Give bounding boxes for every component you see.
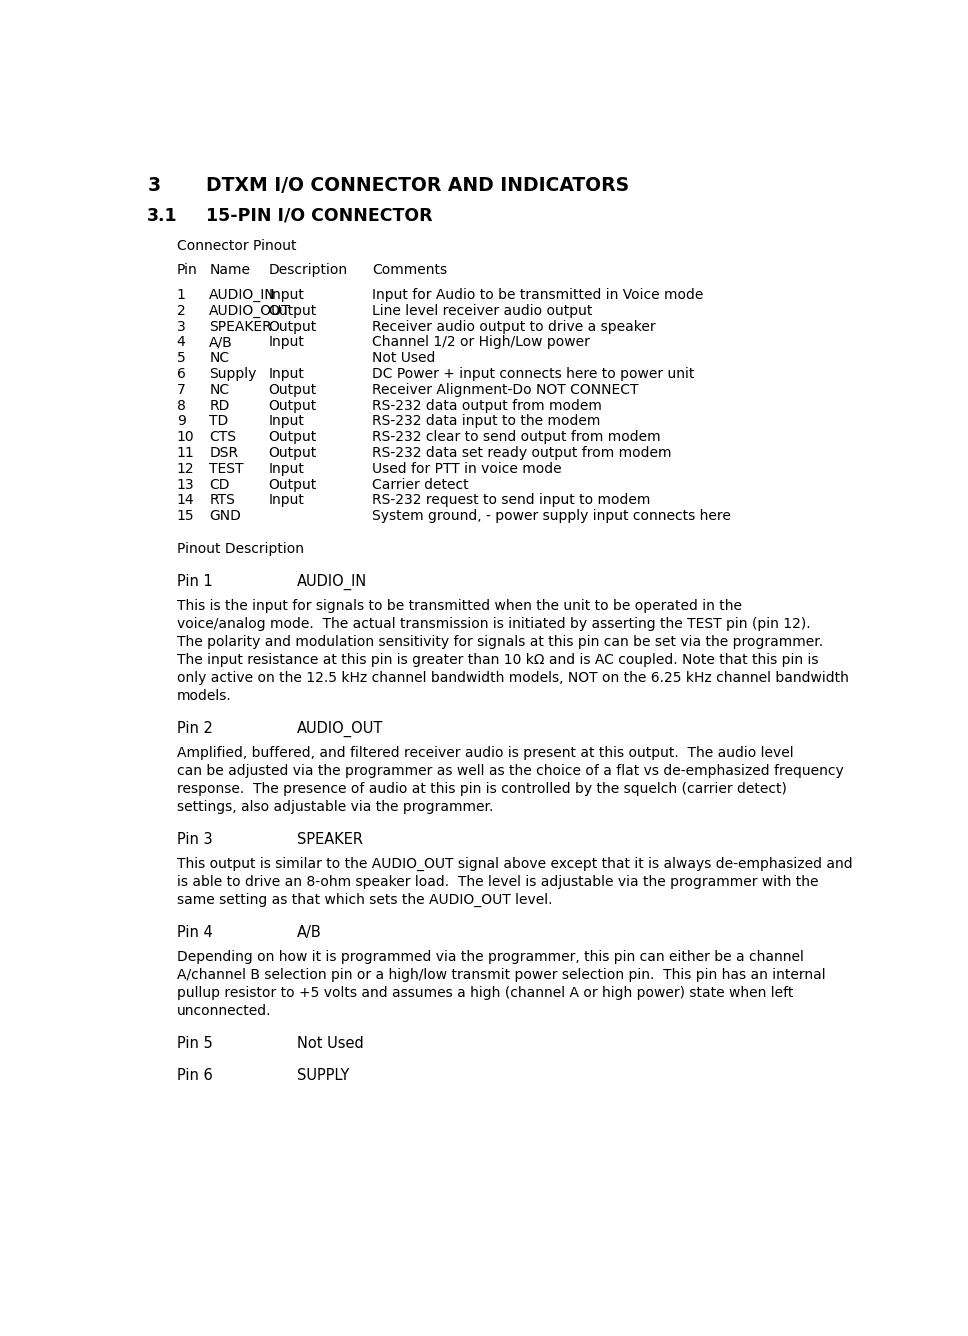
- Text: This output is similar to the AUDIO_OUT signal above except that it is always de: This output is similar to the AUDIO_OUT …: [177, 856, 853, 871]
- Text: Line level receiver audio output: Line level receiver audio output: [372, 303, 592, 318]
- Text: 11: 11: [177, 446, 195, 460]
- Text: SUPPLY: SUPPLY: [297, 1069, 349, 1083]
- Text: 2: 2: [177, 303, 186, 318]
- Text: response.  The presence of audio at this pin is controlled by the squelch (carri: response. The presence of audio at this …: [177, 782, 787, 796]
- Text: This is the input for signals to be transmitted when the unit to be operated in : This is the input for signals to be tran…: [177, 599, 741, 613]
- Text: DC Power + input connects here to power unit: DC Power + input connects here to power …: [372, 367, 694, 381]
- Text: Output: Output: [268, 446, 317, 460]
- Text: unconnected.: unconnected.: [177, 1003, 271, 1018]
- Text: Not Used: Not Used: [297, 1035, 364, 1051]
- Text: Used for PTT in voice mode: Used for PTT in voice mode: [372, 462, 561, 476]
- Text: Pin 4: Pin 4: [177, 925, 213, 941]
- Text: 15-PIN I/O CONNECTOR: 15-PIN I/O CONNECTOR: [206, 207, 433, 224]
- Text: RS-232 data set ready output from modem: RS-232 data set ready output from modem: [372, 446, 672, 460]
- Text: 5: 5: [177, 351, 186, 365]
- Text: RD: RD: [209, 398, 229, 413]
- Text: The polarity and modulation sensitivity for signals at this pin can be set via t: The polarity and modulation sensitivity …: [177, 635, 828, 649]
- Text: SPEAKER: SPEAKER: [209, 319, 272, 334]
- Text: can be adjusted via the programmer as well as the choice of a flat vs de-emphasi: can be adjusted via the programmer as we…: [177, 764, 843, 778]
- Text: RTS: RTS: [209, 493, 235, 508]
- Text: A/B: A/B: [297, 925, 321, 941]
- Text: AUDIO_OUT: AUDIO_OUT: [209, 303, 291, 318]
- Text: RS-232 clear to send output from modem: RS-232 clear to send output from modem: [372, 430, 661, 444]
- Text: NC: NC: [209, 383, 229, 397]
- Text: Input for Audio to be transmitted in Voice mode: Input for Audio to be transmitted in Voi…: [372, 289, 704, 302]
- Text: RS-232 data output from modem: RS-232 data output from modem: [372, 398, 602, 413]
- Text: only active on the 12.5 kHz channel bandwidth models, NOT on the 6.25 kHz channe: only active on the 12.5 kHz channel band…: [177, 671, 849, 685]
- Text: 3: 3: [177, 319, 186, 334]
- Text: Input: Input: [268, 414, 304, 429]
- Text: 12: 12: [177, 462, 195, 476]
- Text: Supply: Supply: [209, 367, 257, 381]
- Text: Receiver audio output to drive a speaker: Receiver audio output to drive a speaker: [372, 319, 655, 334]
- Text: AUDIO_OUT: AUDIO_OUT: [297, 721, 383, 737]
- Text: CTS: CTS: [209, 430, 236, 444]
- Text: Pin: Pin: [177, 263, 197, 278]
- Text: models.: models.: [177, 689, 231, 703]
- Text: NC: NC: [209, 351, 229, 365]
- Text: 9: 9: [177, 414, 186, 429]
- Text: Description: Description: [268, 263, 348, 278]
- Text: The input resistance at this pin is greater than 10 kΩ and is AC coupled. Note t: The input resistance at this pin is grea…: [177, 653, 818, 667]
- Text: Input: Input: [268, 335, 304, 350]
- Text: Input: Input: [268, 462, 304, 476]
- Text: GND: GND: [209, 509, 241, 524]
- Text: 10: 10: [177, 430, 195, 444]
- Text: AUDIO_IN: AUDIO_IN: [209, 289, 276, 302]
- Text: Pin 1: Pin 1: [177, 574, 213, 589]
- Text: 1: 1: [177, 289, 186, 302]
- Text: RS-232 request to send input to modem: RS-232 request to send input to modem: [372, 493, 650, 508]
- Text: settings, also adjustable via the programmer.: settings, also adjustable via the progra…: [177, 800, 493, 814]
- Text: 13: 13: [177, 477, 195, 492]
- Text: Pin 3: Pin 3: [177, 832, 212, 847]
- Text: CD: CD: [209, 477, 229, 492]
- Text: Output: Output: [268, 383, 317, 397]
- Text: 14: 14: [177, 493, 195, 508]
- Text: is able to drive an 8-ohm speaker load.  The level is adjustable via the program: is able to drive an 8-ohm speaker load. …: [177, 875, 818, 888]
- Text: Output: Output: [268, 303, 317, 318]
- Text: Pin 6: Pin 6: [177, 1069, 213, 1083]
- Text: AUDIO_IN: AUDIO_IN: [297, 574, 367, 591]
- Text: TD: TD: [209, 414, 228, 429]
- Text: System ground, - power supply input connects here: System ground, - power supply input conn…: [372, 509, 731, 524]
- Text: Channel 1/2 or High/Low power: Channel 1/2 or High/Low power: [372, 335, 590, 350]
- Text: 6: 6: [177, 367, 186, 381]
- Text: 4: 4: [177, 335, 186, 350]
- Text: 15: 15: [177, 509, 195, 524]
- Text: Pinout Description: Pinout Description: [177, 542, 304, 556]
- Text: 8: 8: [177, 398, 186, 413]
- Text: Input: Input: [268, 367, 304, 381]
- Text: 7: 7: [177, 383, 186, 397]
- Text: RS-232 data input to the modem: RS-232 data input to the modem: [372, 414, 600, 429]
- Text: Pin 5: Pin 5: [177, 1035, 213, 1051]
- Text: Output: Output: [268, 398, 317, 413]
- Text: Not Used: Not Used: [372, 351, 436, 365]
- Text: voice/analog mode.  The actual transmission is initiated by asserting the TEST p: voice/analog mode. The actual transmissi…: [177, 617, 815, 631]
- Text: Output: Output: [268, 319, 317, 334]
- Text: Receiver Alignment-Do NOT CONNECT: Receiver Alignment-Do NOT CONNECT: [372, 383, 639, 397]
- Text: Input: Input: [268, 493, 304, 508]
- Text: A/B: A/B: [209, 335, 233, 350]
- Text: Name: Name: [209, 263, 251, 278]
- Text: Comments: Comments: [372, 263, 447, 278]
- Text: Connector Pinout: Connector Pinout: [177, 239, 296, 253]
- Text: Amplified, buffered, and filtered receiver audio is present at this output.  The: Amplified, buffered, and filtered receiv…: [177, 745, 794, 760]
- Text: pullup resistor to +5 volts and assumes a high (channel A or high power) state w: pullup resistor to +5 volts and assumes …: [177, 986, 793, 999]
- Text: Carrier detect: Carrier detect: [372, 477, 469, 492]
- Text: Output: Output: [268, 477, 317, 492]
- Text: Output: Output: [268, 430, 317, 444]
- Text: A/channel B selection pin or a high/low transmit power selection pin.  This pin : A/channel B selection pin or a high/low …: [177, 967, 826, 982]
- Text: Input: Input: [268, 289, 304, 302]
- Text: DSR: DSR: [209, 446, 238, 460]
- Text: SPEAKER: SPEAKER: [297, 832, 363, 847]
- Text: same setting as that which sets the AUDIO_OUT level.: same setting as that which sets the AUDI…: [177, 892, 553, 907]
- Text: Depending on how it is programmed via the programmer, this pin can either be a c: Depending on how it is programmed via th…: [177, 950, 803, 963]
- Text: 3.1: 3.1: [147, 207, 178, 224]
- Text: DTXM I/O CONNECTOR AND INDICATORS: DTXM I/O CONNECTOR AND INDICATORS: [206, 176, 629, 195]
- Text: 3: 3: [147, 176, 161, 195]
- Text: TEST: TEST: [209, 462, 244, 476]
- Text: Pin 2: Pin 2: [177, 721, 213, 736]
